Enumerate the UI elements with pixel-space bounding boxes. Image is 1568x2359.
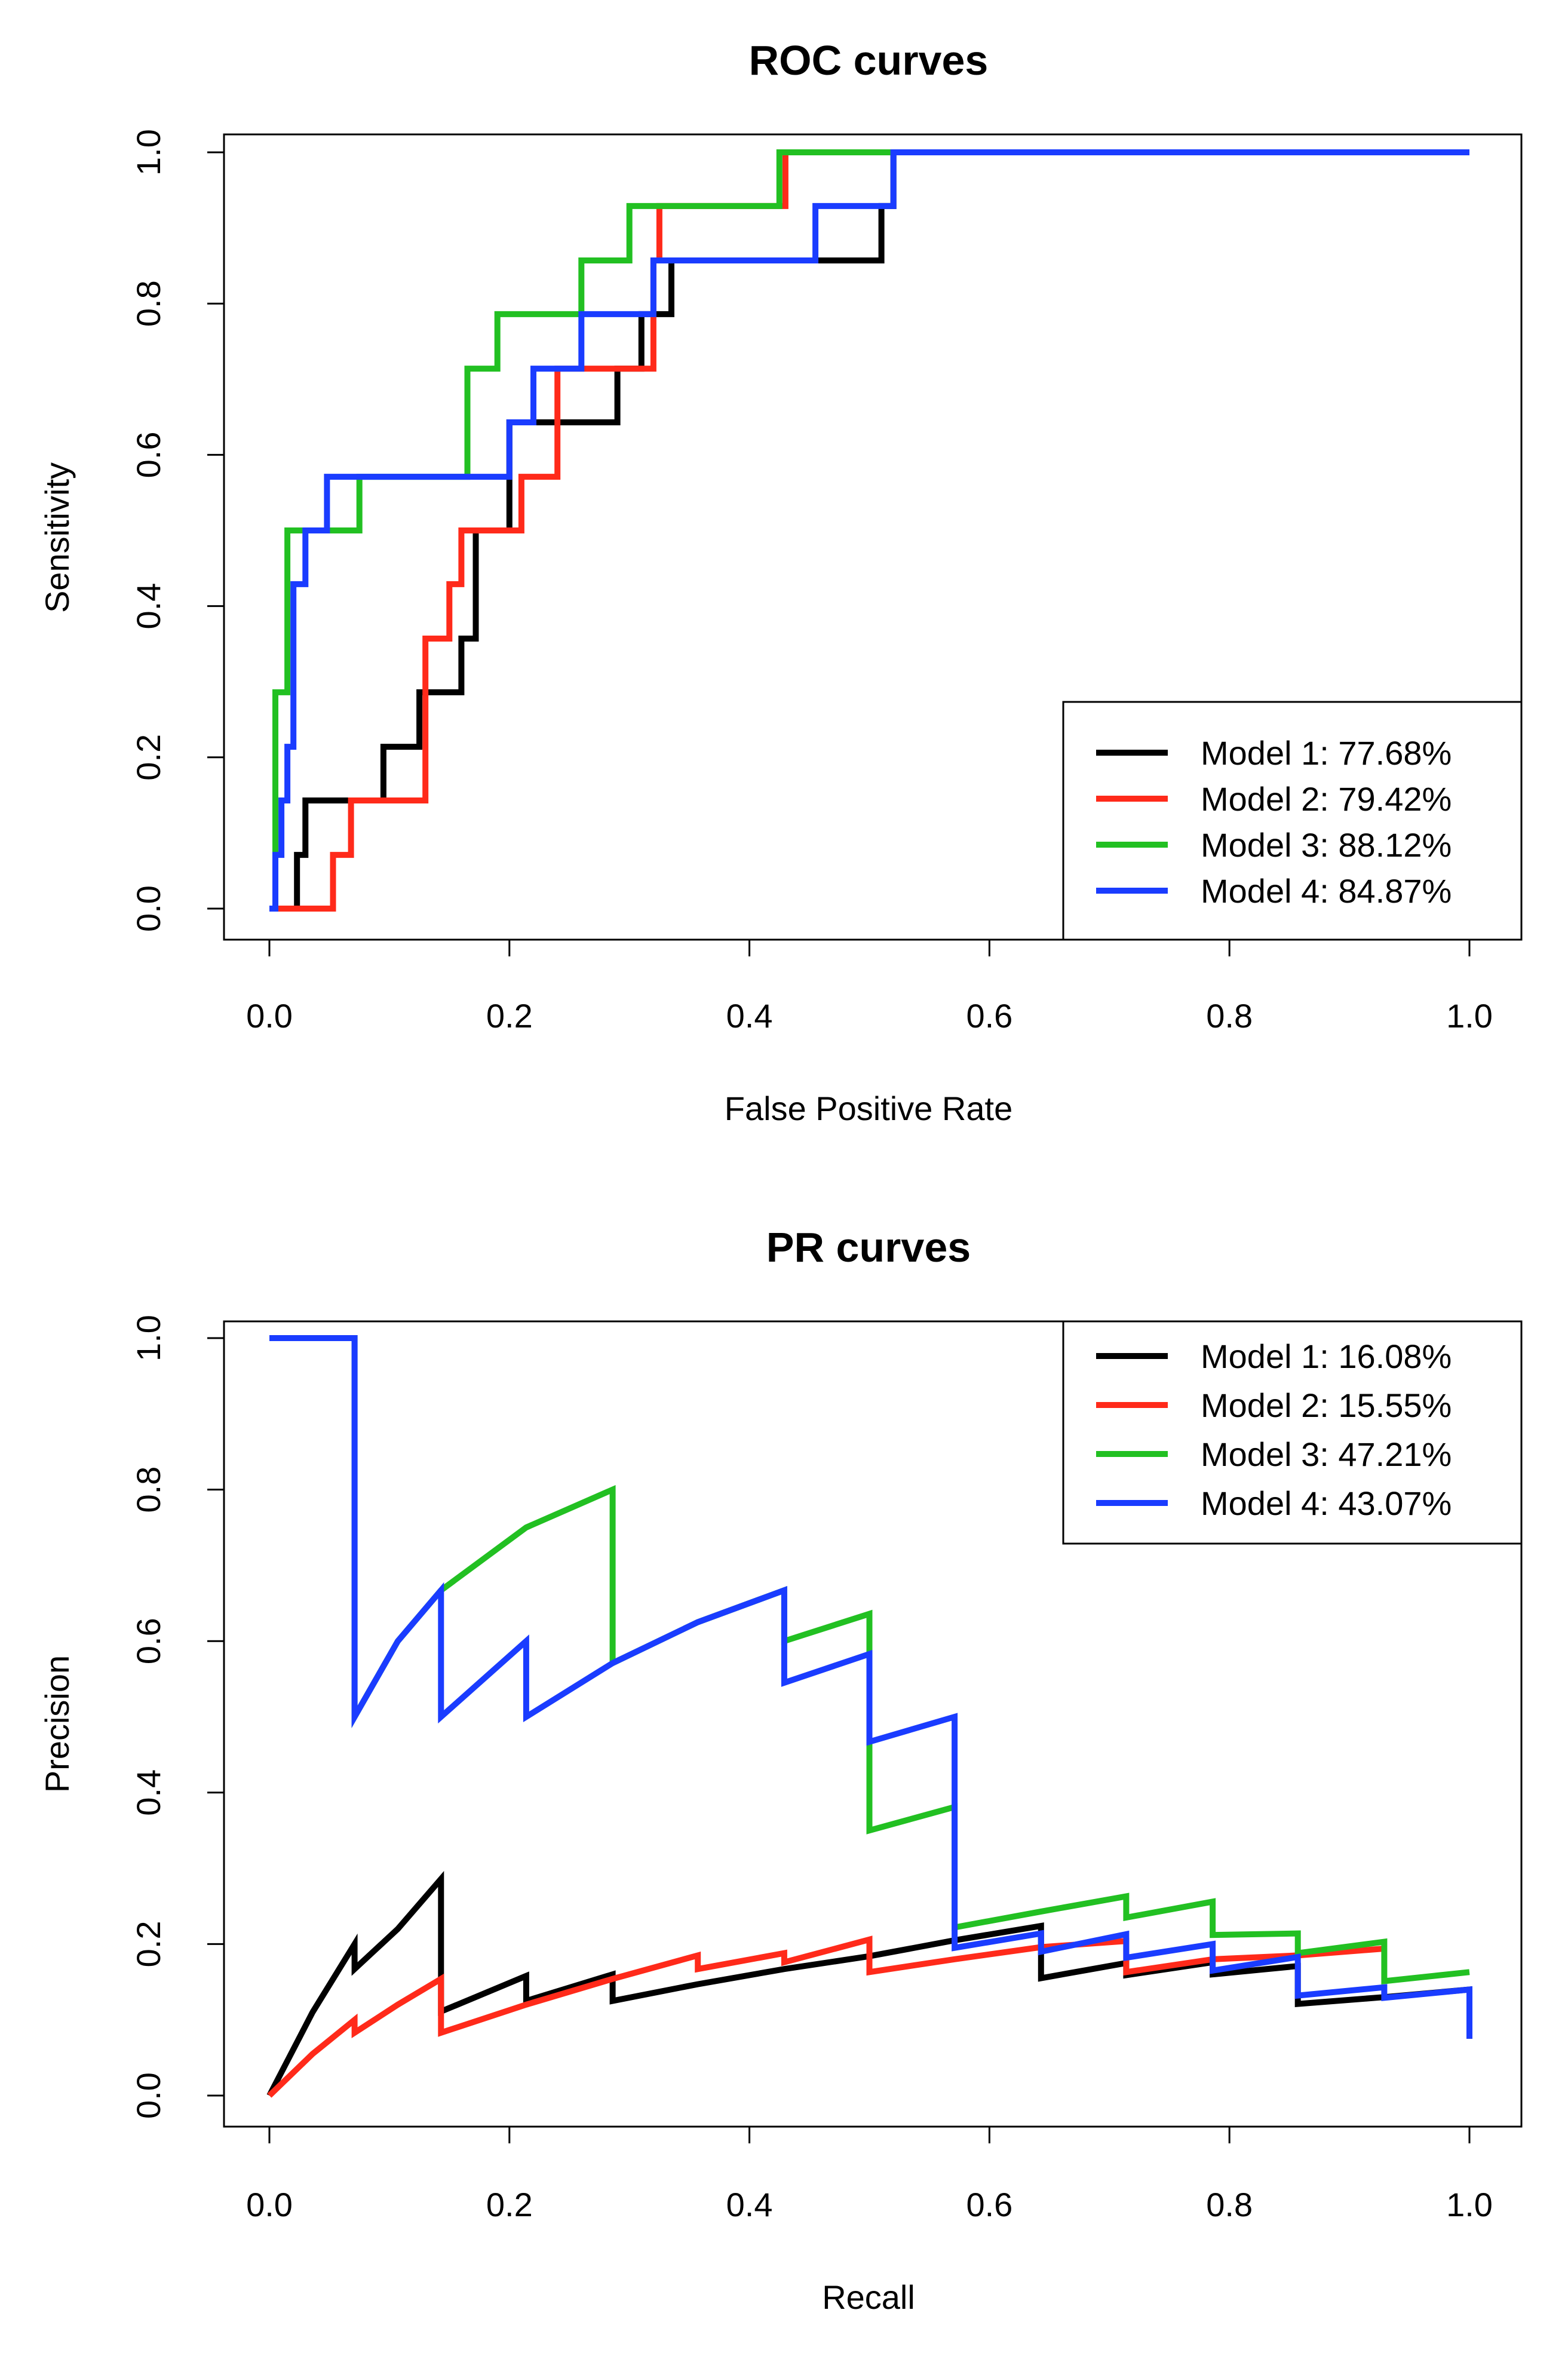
legend-label-model-2: Model 2: 15.55% [1201,1386,1452,1424]
legend-label-model-4: Model 4: 43.07% [1201,1484,1452,1522]
legend-label-model-2: Model 2: 79.42% [1201,780,1452,818]
series-group [269,149,1469,912]
chart-title: PR curves [766,1224,971,1271]
roc-chart: ROC curves 0.0 0.2 0.4 0.6 0.8 1.00.00.20.40.… [38,37,1523,1127]
x-tick-label: 1.0 [1446,997,1493,1035]
x-tick-label: 0.0 [246,997,293,1035]
legend: Model 1: 77.68% Model 2: 79.42% Model 3: 8… [1062,701,1523,941]
x-tick-label: 0.4 [726,2186,773,2223]
y-axis-label: Sensitivity [38,462,76,613]
y-tick-label: 0.2 [130,734,167,781]
x-tick-label: 0.8 [1206,997,1253,1035]
legend-label-model-3: Model 3: 88.12% [1201,826,1452,864]
y-tick-label: 0.2 [130,1921,167,1967]
series-line-model-3 [269,149,1469,912]
pr-chart: PR curves 0.0 0.2 0.4 0.6 0.8 1.0 0.0 0.2 0.4 0.6… [38,1224,1523,2316]
y-tick-label: 1.0 [130,129,167,176]
y-tick-label: 0.8 [130,280,167,327]
x-tick-label: 0.2 [486,2186,533,2223]
plot-frame [223,1320,1523,2128]
y-tick-label: 0.4 [130,1769,167,1816]
legend-label-model-3: Model 3: 47.21% [1201,1435,1452,1473]
x-tick-label: 0.4 [726,997,773,1035]
series-line-model-4 [269,1335,1472,2039]
x-tick-label: 1.0 [1446,2186,1493,2223]
legend-label-model-1: Model 1: 16.08% [1201,1338,1452,1375]
y-tick-label: 0.0 [130,885,167,932]
legend: Model 1: 16.08% Model 2: 15.55% Model 3: 4… [1062,1320,1523,1545]
y-tick-label: 0.6 [130,431,167,478]
legend-label-model-1: Model 1: 77.68% [1201,734,1452,772]
y-tick-label: 0.4 [130,583,167,630]
legend-box [1062,1320,1523,1545]
x-tick-label: 0.0 [246,2186,293,2223]
series-group [266,1335,1472,2098]
series-line-model-4 [269,149,1469,912]
chart-title: ROC curves [749,37,989,84]
x-axis-label: Recall [822,2278,915,2316]
x-tick-label: 0.6 [966,2186,1012,2223]
axis-ticks: 0.0 0.2 0.4 0.6 0.8 1.0 0.0 0.2 0.4 0.6 0.8 1.0 [130,129,1493,1035]
y-tick-label: 1.0 [130,1315,167,1361]
x-axis-label: False Positive Rate [725,1090,1012,1127]
series-line-model-1 [266,1870,1472,2097]
y-tick-label: 0.0 [130,2072,167,2119]
x-tick-label: 0.2 [486,997,533,1035]
plot-frame [223,133,1523,941]
legend-box [1062,701,1523,941]
y-axis-label: Precision [38,1655,76,1793]
x-tick-label: 0.8 [1206,2186,1253,2223]
legend-label-model-4: Model 4: 84.87% [1201,872,1452,910]
y-tick-label: 0.6 [130,1618,167,1664]
x-tick-label: 0.6 [966,997,1012,1035]
axis-ticks: 0.0 0.2 0.4 0.6 0.8 1.0 0.0 0.2 0.4 0.6 0.8 1.0 [130,1315,1493,2223]
y-tick-label: 0.8 [130,1467,167,1513]
